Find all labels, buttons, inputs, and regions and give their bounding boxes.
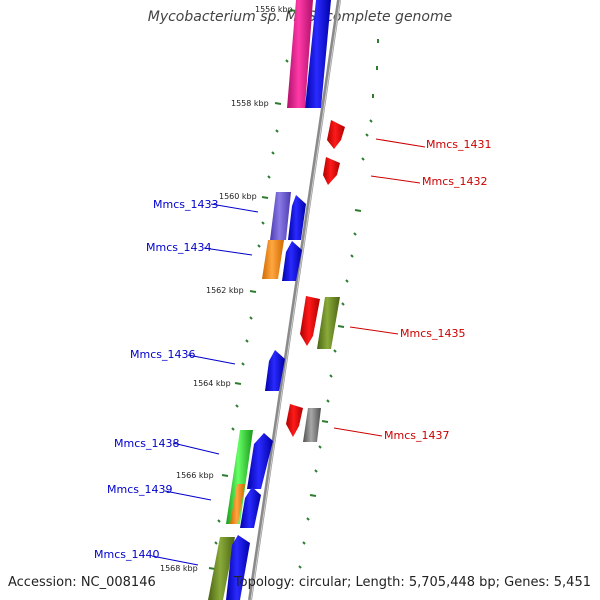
cog-feature-olive[interactable] [208, 537, 235, 600]
gene-arrow-mmcs-1433[interactable] [288, 195, 306, 240]
cog-feature-olive-2[interactable] [317, 297, 340, 349]
leader-mmcs-1431 [375, 138, 426, 148]
cog-feature-pink[interactable] [287, 0, 313, 108]
kbp-label-1562: 1562 kbp [206, 286, 244, 295]
gene-arrow-mmcs-1431[interactable] [327, 120, 345, 149]
leader-mmcs-1433 [210, 203, 259, 213]
gene-arrow-mmcs-1436[interactable] [265, 350, 285, 391]
gene-arrow-mmcs-1432[interactable] [323, 157, 340, 185]
genome-backbone [248, 0, 341, 600]
leader-mmcs-1434 [203, 247, 253, 256]
gene-arrow-mmcs-1440[interactable] [226, 535, 250, 600]
gene-arrow-forward-1[interactable] [305, 0, 331, 108]
cog-feature-gray[interactable] [303, 408, 321, 442]
accession-label: Accession: NC_008146 [8, 575, 156, 590]
gene-label-mmcs-1439[interactable]: Mmcs_1439 [107, 483, 172, 496]
gene-arrow-mmcs-1437[interactable] [286, 404, 303, 437]
gene-label-mmcs-1437[interactable]: Mmcs_1437 [384, 429, 449, 442]
gene-arrow-mmcs-1434[interactable] [282, 241, 302, 281]
kbp-label-1556: 1556 kbp [255, 5, 293, 14]
kbp-label-1568: 1568 kbp [160, 564, 198, 573]
gene-label-mmcs-1432[interactable]: Mmcs_1432 [422, 175, 487, 188]
kbp-label-1558: 1558 kbp [231, 99, 269, 108]
leader-mmcs-1439 [164, 490, 212, 501]
gene-arrow-mmcs-1438[interactable] [247, 433, 273, 489]
leader-mmcs-1437 [333, 427, 383, 437]
gene-label-mmcs-1440[interactable]: Mmcs_1440 [94, 548, 159, 561]
cog-feature-violet[interactable] [270, 192, 291, 240]
reverse-tick-marks [298, 39, 379, 569]
kbp-label-1560: 1560 kbp [219, 192, 257, 201]
gene-label-mmcs-1434[interactable]: Mmcs_1434 [146, 241, 211, 254]
forward-tick-marks [208, 9, 297, 570]
leader-mmcs-1438 [172, 442, 220, 455]
leader-mmcs-1440 [151, 555, 199, 566]
leader-mmcs-1435 [349, 326, 399, 335]
gene-arrow-mmcs-1435[interactable] [300, 296, 320, 346]
kbp-label-1566: 1566 kbp [176, 471, 214, 480]
kbp-label-1564: 1564 kbp [193, 379, 231, 388]
gene-label-mmcs-1436[interactable]: Mmcs_1436 [130, 348, 195, 361]
cog-feature-orange-2[interactable] [230, 484, 245, 524]
genome-summary: Topology: circular; Length: 5,705,448 bp… [233, 575, 591, 590]
cog-feature-green[interactable] [226, 430, 253, 524]
cog-feature-orange[interactable] [262, 240, 284, 279]
gene-label-mmcs-1435[interactable]: Mmcs_1435 [400, 327, 465, 340]
gene-label-mmcs-1433[interactable]: Mmcs_1433 [153, 198, 218, 211]
gene-label-mmcs-1438[interactable]: Mmcs_1438 [114, 437, 179, 450]
gene-arrow-mmcs-1439[interactable] [240, 487, 261, 528]
gene-label-mmcs-1431[interactable]: Mmcs_1431 [426, 138, 491, 151]
leader-mmcs-1432 [370, 175, 421, 184]
leader-mmcs-1436 [187, 354, 236, 365]
